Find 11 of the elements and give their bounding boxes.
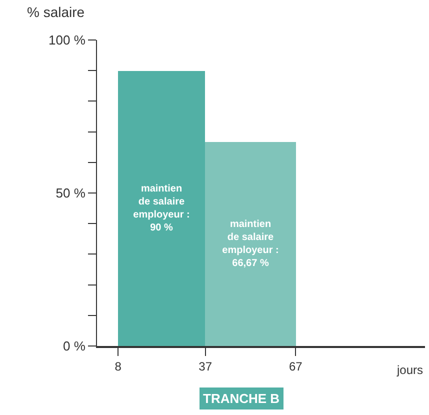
y-axis-title: % salaire — [27, 4, 85, 20]
y-tick-label: 0 % — [62, 338, 86, 354]
x-tick-label: 37 — [198, 359, 212, 374]
x-tick-label: 8 — [114, 359, 122, 374]
x-axis-title: jours — [396, 363, 424, 377]
data-label: maintien de salaire employeur : 90 % — [133, 184, 190, 234]
y-tick-label: 100 % — [48, 32, 86, 48]
x-tick-label: 67 — [288, 359, 303, 374]
data-label: maintien de salaire employeur : 66,67 % — [222, 219, 279, 269]
y-tick-label: 50 % — [56, 186, 86, 201]
text: TRANCHE B — [203, 391, 280, 406]
